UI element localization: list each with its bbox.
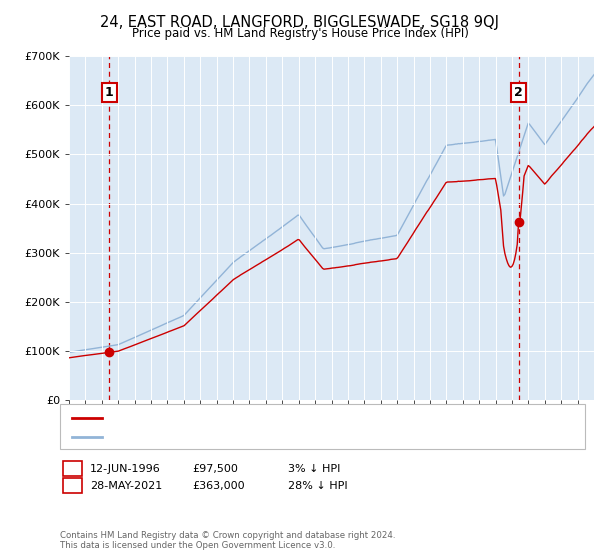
Text: Contains HM Land Registry data © Crown copyright and database right 2024.
This d: Contains HM Land Registry data © Crown c… [60, 530, 395, 550]
Text: 1: 1 [68, 462, 77, 475]
Text: £97,500: £97,500 [192, 464, 238, 474]
Text: £363,000: £363,000 [192, 480, 245, 491]
Text: 28% ↓ HPI: 28% ↓ HPI [288, 480, 347, 491]
Text: 24, EAST ROAD, LANGFORD, BIGGLESWADE, SG18 9QJ: 24, EAST ROAD, LANGFORD, BIGGLESWADE, SG… [101, 15, 499, 30]
Text: 2: 2 [514, 86, 523, 99]
Text: 2: 2 [68, 479, 77, 492]
Text: 1: 1 [105, 86, 113, 99]
Text: HPI: Average price, detached house, Central Bedfordshire: HPI: Average price, detached house, Cent… [108, 432, 409, 442]
Text: 24, EAST ROAD, LANGFORD, BIGGLESWADE, SG18 9QJ (detached house): 24, EAST ROAD, LANGFORD, BIGGLESWADE, SG… [108, 413, 487, 423]
Text: Price paid vs. HM Land Registry's House Price Index (HPI): Price paid vs. HM Land Registry's House … [131, 27, 469, 40]
Text: 28-MAY-2021: 28-MAY-2021 [90, 480, 162, 491]
Text: 12-JUN-1996: 12-JUN-1996 [90, 464, 161, 474]
Text: 3% ↓ HPI: 3% ↓ HPI [288, 464, 340, 474]
